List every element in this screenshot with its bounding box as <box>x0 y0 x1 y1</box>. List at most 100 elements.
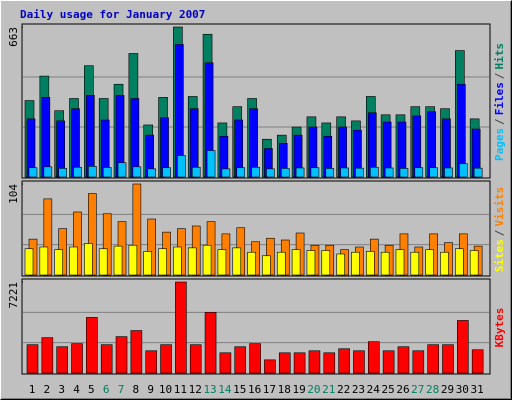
bar <box>399 168 409 178</box>
x-tick-label: 2 <box>44 383 51 396</box>
bar <box>429 167 438 178</box>
bar <box>162 167 171 178</box>
bar <box>323 352 336 374</box>
x-tick-label: 20 <box>307 383 320 396</box>
bar <box>338 348 350 374</box>
bar <box>28 167 38 178</box>
bar <box>278 352 291 374</box>
bar <box>187 247 197 276</box>
bar <box>86 317 98 374</box>
legend-separator: / <box>493 230 506 237</box>
legend-separator: / <box>493 73 506 80</box>
x-tick-label: 6 <box>103 383 110 396</box>
bar <box>69 246 78 276</box>
x-tick-label: 18 <box>278 383 291 396</box>
x-tick-label: 1 <box>29 383 36 396</box>
bar <box>325 168 335 178</box>
chart-title: Daily usage for January 2007 <box>20 8 205 21</box>
bar <box>353 350 365 374</box>
bar <box>175 281 187 374</box>
x-tick-label: 21 <box>322 383 335 396</box>
bar <box>457 320 469 374</box>
bar <box>39 246 49 276</box>
bar <box>397 346 410 374</box>
bar <box>251 166 260 178</box>
legend: Sites / Visits <box>493 187 506 273</box>
bar <box>217 249 227 276</box>
x-tick-label: 19 <box>292 383 305 396</box>
bar <box>132 166 142 178</box>
bar <box>369 166 379 178</box>
bar <box>41 97 51 178</box>
legend-entry: Files <box>493 82 506 115</box>
bar <box>247 251 256 276</box>
bar <box>291 249 301 276</box>
bar <box>236 167 246 178</box>
x-tick-label: 16 <box>248 383 261 396</box>
bar <box>455 248 464 276</box>
bar <box>158 248 167 276</box>
bar <box>310 167 320 178</box>
x-tick-label: 7 <box>118 383 125 396</box>
x-tick-label: 27 <box>411 383 424 396</box>
bar <box>56 346 68 374</box>
x-tick-label: 3 <box>58 383 65 396</box>
x-tick-label: 24 <box>367 383 381 396</box>
y-tick-label: 663 <box>7 27 20 47</box>
bar <box>58 168 67 178</box>
x-tick-label: 29 <box>441 383 454 396</box>
bar <box>88 166 97 178</box>
x-tick-label: 12 <box>189 383 202 396</box>
x-tick-label: 5 <box>88 383 95 396</box>
bar <box>367 341 380 374</box>
bar <box>365 251 375 276</box>
x-tick-label: 23 <box>352 383 365 396</box>
bar <box>262 255 271 276</box>
bar <box>336 253 345 276</box>
bar <box>206 150 216 178</box>
bar <box>145 350 158 374</box>
x-tick-label: 25 <box>382 383 395 396</box>
bar <box>86 95 95 178</box>
bar <box>113 245 123 276</box>
bar <box>204 312 217 374</box>
bar <box>173 246 182 276</box>
legend-entry: Visits <box>493 187 506 227</box>
bar <box>100 344 113 374</box>
bar <box>427 111 436 178</box>
bar <box>71 343 83 374</box>
bar <box>26 344 39 374</box>
bar <box>189 108 199 178</box>
x-tick-label: 11 <box>174 383 187 396</box>
x-tick-label: 13 <box>203 383 216 396</box>
bar <box>440 251 449 276</box>
bar <box>425 249 434 276</box>
bar <box>71 108 80 178</box>
x-tick-label: 26 <box>396 383 409 396</box>
bar <box>384 167 394 178</box>
bar <box>469 250 479 276</box>
x-tick-label: 22 <box>337 383 350 396</box>
bar <box>471 349 484 374</box>
bar <box>306 250 316 276</box>
bar <box>457 83 466 178</box>
bar <box>128 244 138 276</box>
bar <box>177 155 186 178</box>
bar <box>380 251 390 276</box>
x-tick-label: 17 <box>263 383 276 396</box>
bar <box>130 330 143 374</box>
bar <box>143 251 153 276</box>
x-tick-label: 30 <box>456 383 469 396</box>
bar <box>351 251 360 276</box>
bar <box>189 344 202 374</box>
x-tick-label: 10 <box>159 383 172 396</box>
bar <box>54 249 63 276</box>
bar <box>293 352 306 374</box>
bar <box>459 163 468 178</box>
bar <box>117 162 127 178</box>
bar <box>98 248 108 276</box>
bar <box>264 359 276 374</box>
x-tick-label: 4 <box>73 383 80 396</box>
